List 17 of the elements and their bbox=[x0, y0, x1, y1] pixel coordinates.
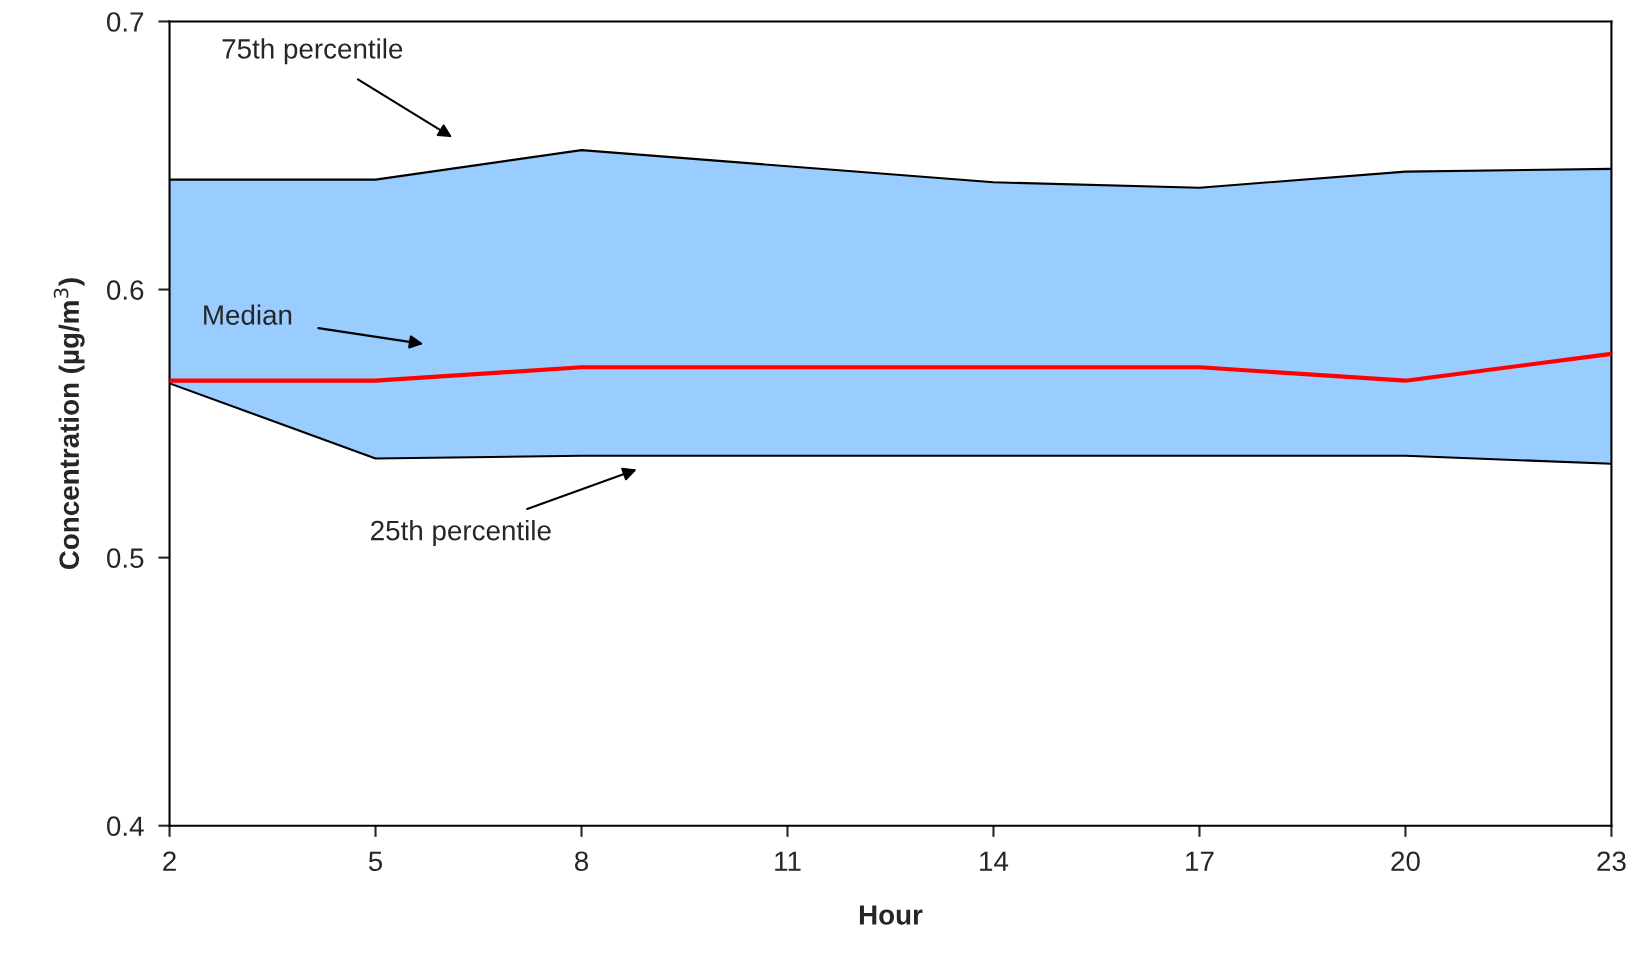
y-tick-label: 0.5 bbox=[107, 548, 144, 568]
annotation: 25th percentile bbox=[371, 520, 551, 546]
y-axis-title: Concentration (µg/m$^{3}$) bbox=[53, 278, 85, 570]
x-tick-label: 14 bbox=[980, 851, 1009, 871]
x-tick-label: 20 bbox=[1391, 851, 1420, 872]
y-tick-label: 0.7 bbox=[107, 12, 144, 32]
y-tick-label: 0.4 bbox=[107, 816, 144, 837]
x-tick-label: 5 bbox=[368, 851, 383, 872]
annotation: Median bbox=[204, 304, 292, 325]
y-tick-label: 0.6 bbox=[107, 280, 144, 300]
x-tick-label: 2 bbox=[163, 851, 176, 871]
x-tick-label: 23 bbox=[1597, 851, 1626, 872]
x-tick-label: 11 bbox=[775, 851, 801, 871]
x-tick-label: 8 bbox=[574, 851, 589, 872]
x-axis-title: Hour bbox=[859, 905, 923, 925]
x-tick-label: 17 bbox=[1186, 851, 1214, 871]
annotation: 75th percentile bbox=[222, 38, 403, 65]
